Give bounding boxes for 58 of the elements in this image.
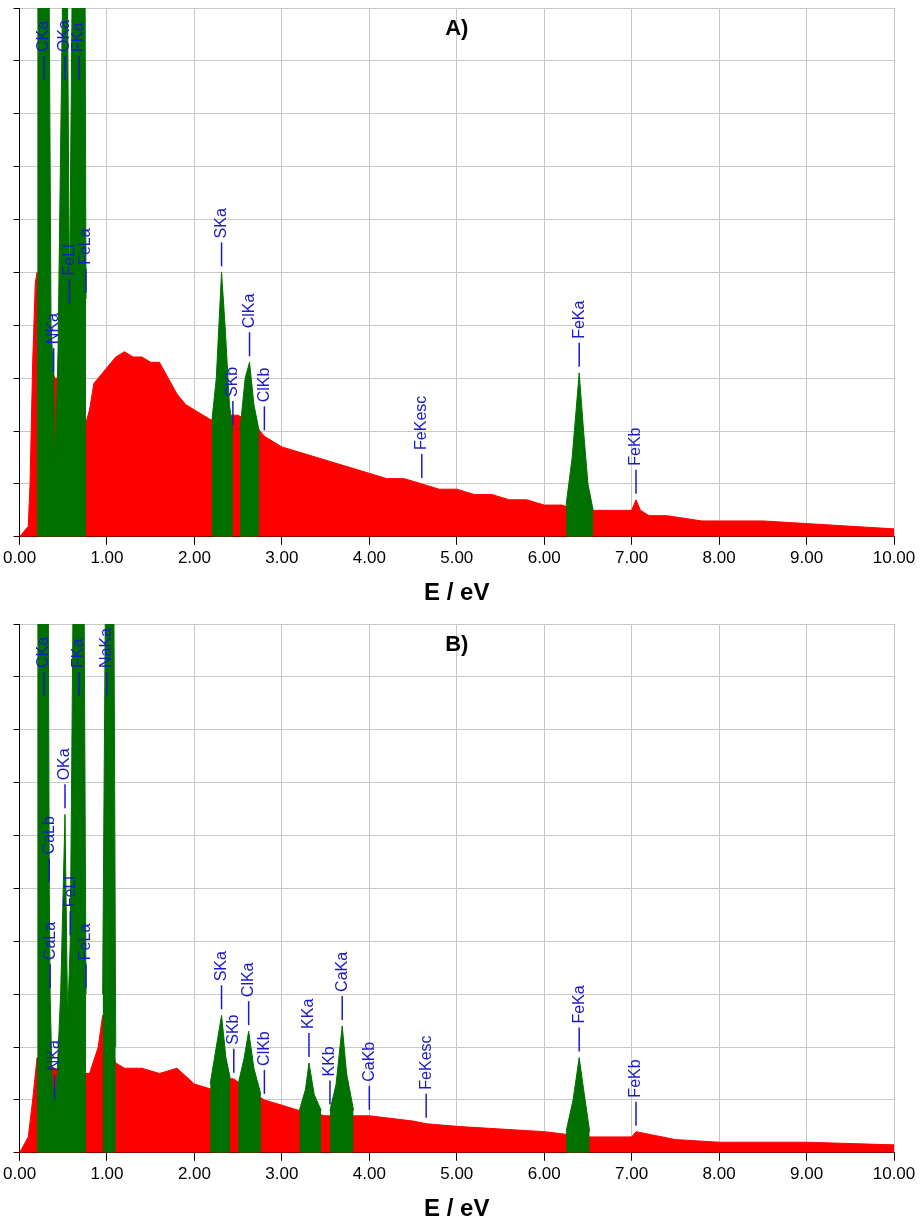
annotation: CaLa: [40, 921, 58, 961]
x-tick-label: 3.00: [265, 547, 299, 567]
annotation: NKa: [44, 312, 62, 345]
x-tick-label: 8.00: [702, 547, 736, 567]
annotation: FeKesc: [412, 395, 430, 450]
x-tick-label: 0.00: [3, 1163, 37, 1183]
annotation: SKa: [211, 208, 229, 239]
annotation: FeKa: [569, 300, 587, 339]
annotation: FeKesc: [416, 1035, 434, 1090]
x-tick-label: 1.00: [90, 547, 124, 567]
annotation: FeKb: [626, 427, 644, 466]
annotation: KKa: [299, 998, 317, 1029]
x-tick-label: 0.00: [3, 547, 37, 567]
annotation: SKb: [223, 366, 241, 398]
x-tick-label: 4.00: [352, 547, 386, 567]
x-tick-label: 8.00: [702, 1163, 736, 1183]
x-tick-label: 1.00: [90, 1163, 124, 1183]
x-tick-label: 6.00: [527, 547, 561, 567]
annotation: CaKa: [332, 951, 350, 992]
annotation: FeKa: [569, 985, 587, 1024]
x-tick-label: 9.00: [790, 1163, 824, 1183]
annotation: NaKa: [97, 627, 115, 668]
x-tick-label: 5.00: [440, 1163, 474, 1183]
annotation: CaKb: [359, 1041, 377, 1082]
annotation: ClKa: [239, 962, 257, 998]
annotation: FKa: [69, 638, 87, 668]
annotation: CaLb: [39, 816, 57, 855]
x-tick-label: 7.00: [615, 1163, 649, 1183]
annotation: OKa: [55, 748, 73, 781]
annotation: FeKb: [626, 1059, 644, 1098]
x-tick-label: 6.00: [527, 1163, 561, 1183]
x-axis-title: E / eV: [424, 1194, 490, 1222]
x-tick-label: 4.00: [352, 1163, 386, 1183]
annotation: SKb: [224, 1014, 242, 1045]
x-tick-label: 10.00: [872, 1163, 916, 1183]
annotation: FeLa: [76, 923, 94, 961]
x-tick-label: 2.00: [177, 1163, 211, 1183]
annotation: KKb: [320, 1046, 338, 1077]
annotation: ClKb: [254, 1031, 272, 1066]
chart-title: B): [445, 631, 469, 657]
annotation: ClKb: [254, 367, 272, 403]
x-axis-title: E / eV: [424, 578, 490, 606]
annotation: FKa: [69, 22, 87, 52]
annotation: ClKa: [239, 293, 257, 329]
x-tick-label: 9.00: [790, 547, 824, 567]
chart-title: A): [445, 15, 469, 41]
x-tick-label: 7.00: [615, 547, 649, 567]
x-tick-label: 2.00: [177, 547, 211, 567]
annotation: FeLa: [76, 228, 94, 265]
annotation: FeLl: [60, 876, 78, 908]
x-tick-label: 5.00: [440, 547, 474, 567]
annotation: SKa: [211, 950, 229, 982]
x-tick-label: 10.00: [872, 547, 916, 567]
annotation: CKa: [34, 636, 52, 668]
annotation: CKa: [34, 20, 52, 52]
annotation: NKa: [44, 1039, 62, 1072]
annotation: FeLl: [59, 244, 77, 276]
x-tick-label: 3.00: [265, 1163, 299, 1183]
